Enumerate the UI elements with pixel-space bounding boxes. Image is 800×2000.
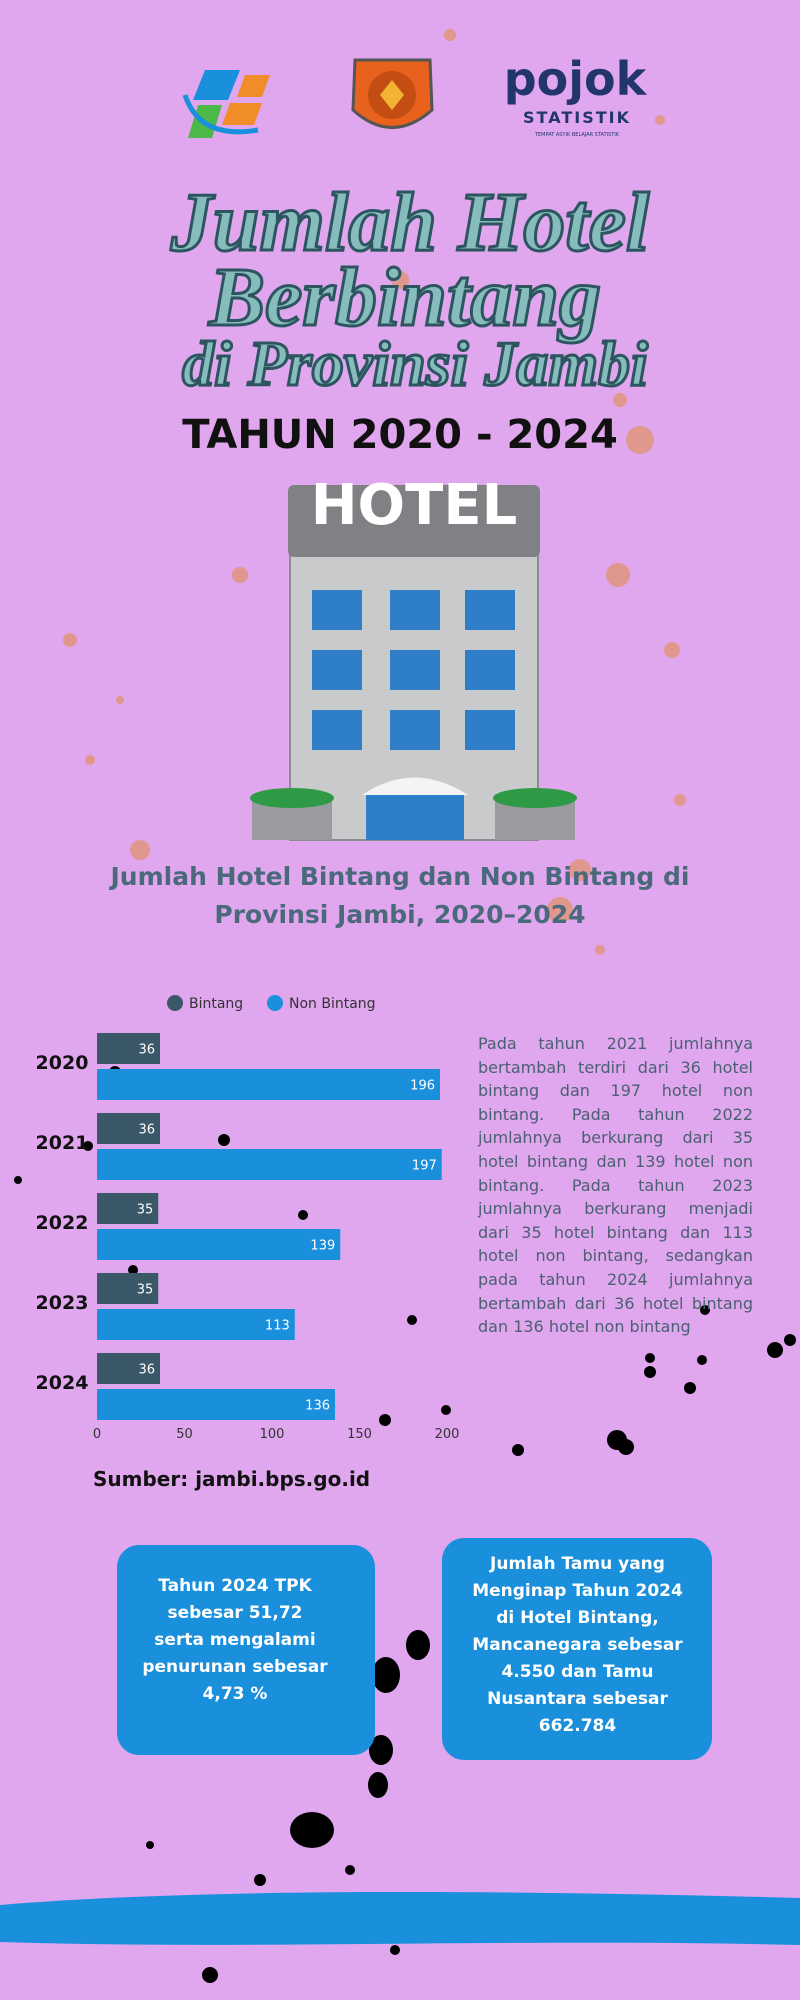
bar [97, 1353, 160, 1384]
bar [97, 1033, 160, 1064]
pojok-tagline: TEMPAT ASYIK BELAJAR STATISTIK [534, 132, 620, 138]
stripe [0, 1892, 800, 1945]
legend-swatch [267, 995, 283, 1011]
bar [97, 1273, 159, 1304]
title-line: Berbintang [208, 251, 601, 344]
bar [97, 1113, 160, 1144]
data-label: 36 [138, 1123, 155, 1138]
bar-chart: Bintang Non Bintang 0 50 100 150 200 2020 36 196 2… [36, 995, 460, 1442]
x-tick-label: 0 [93, 1427, 101, 1442]
legend-label: Non Bintang [289, 996, 376, 1012]
title-line: di Provinsi Jambi [182, 328, 648, 399]
chart-title: Jumlah Hotel Bintang dan Non Bintang di … [110, 862, 690, 929]
data-label: 36 [138, 1043, 155, 1058]
callout-text: Tahun 2024 TPK sebesar 51,72 serta menga… [142, 1576, 328, 1704]
source: Sumber: jambi.bps.go.id [93, 1467, 371, 1491]
hotel-illustration [250, 485, 577, 841]
data-label: 197 [412, 1159, 437, 1174]
y-tick-label: 2020 [36, 1052, 89, 1074]
data-label: 35 [137, 1283, 154, 1298]
bar [97, 1149, 442, 1180]
y-tick-label: 2022 [36, 1212, 89, 1234]
data-label: 35 [137, 1203, 154, 1218]
x-tick-label: 50 [176, 1427, 193, 1442]
pojok-statistik: STATISTIK [523, 108, 631, 127]
splatter [63, 29, 686, 955]
bar [97, 1389, 335, 1420]
data-label: 113 [265, 1319, 290, 1334]
y-tick-label: 2021 [36, 1132, 89, 1154]
y-tick-label: 2024 [36, 1372, 89, 1394]
x-tick-label: 100 [260, 1427, 285, 1442]
data-label: 36 [138, 1363, 155, 1378]
bar [97, 1069, 440, 1100]
legend-label: Bintang [189, 996, 243, 1012]
data-label: 196 [410, 1079, 435, 1094]
x-tick-label: 150 [347, 1427, 372, 1442]
pojok-logo: pojok [504, 52, 648, 106]
x-tick-label: 200 [435, 1427, 460, 1442]
hotel-sign: HOTEL [311, 473, 518, 538]
data-label: 136 [305, 1399, 330, 1414]
bar [97, 1193, 159, 1224]
y-tick-label: 2023 [36, 1292, 89, 1314]
title-line: Jumlah Hotel [170, 176, 650, 269]
callout-blob [117, 1545, 375, 1755]
callout-blob [442, 1538, 712, 1760]
university-emblem [351, 58, 434, 129]
data-label: 139 [310, 1239, 335, 1254]
bar [97, 1309, 295, 1340]
callout-text: Jumlah Tamu yang Menginap Tahun 2024 di … [472, 1554, 683, 1736]
legend-swatch [167, 995, 183, 1011]
description: Pada tahun 2021 jumlahnya bertambah terd… [478, 1034, 753, 1337]
bar [97, 1229, 341, 1260]
bps-logo [182, 70, 270, 138]
subtitle: TAHUN 2020 - 2024 [182, 412, 618, 458]
